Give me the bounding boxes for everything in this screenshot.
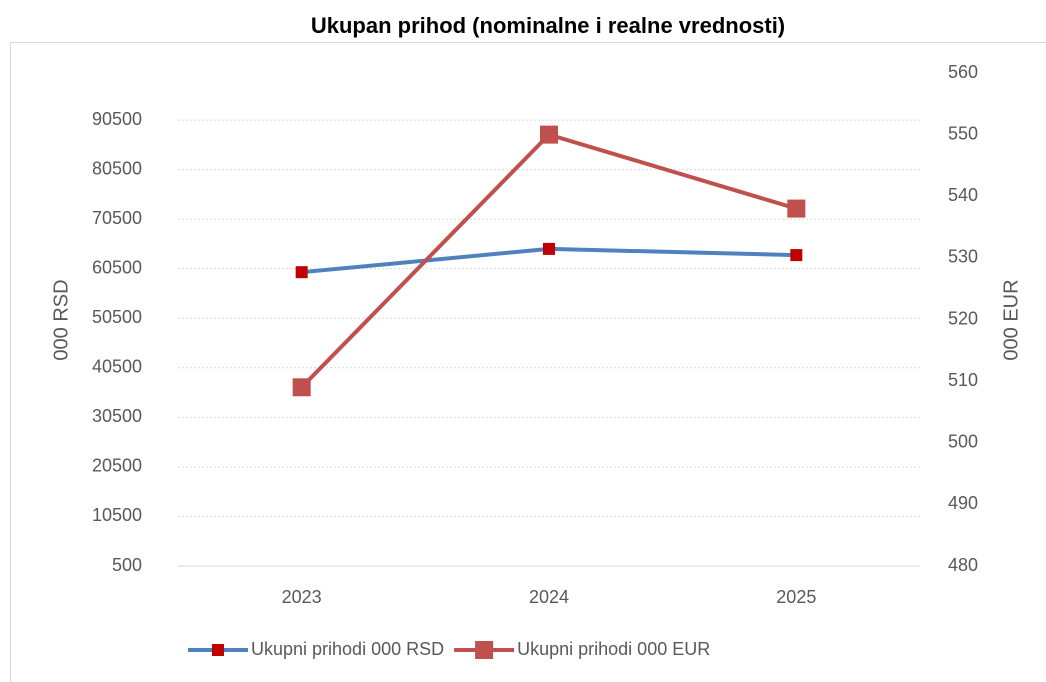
y-tick-label: 500 [112,555,142,575]
y-tick-label: 70500 [92,208,142,228]
y2-tick-label: 540 [948,185,978,205]
series-line [300,132,797,389]
y-axis-title: 000 RSD [50,279,72,360]
y2-tick-label: 550 [948,123,978,143]
y-tick-label: 30500 [92,406,142,426]
x-tick-label: 2024 [529,587,569,607]
y2-axis-title: 000 EUR [1000,279,1022,360]
chart-title: Ukupan prihod (nominalne i realne vredno… [311,13,785,38]
marker [295,266,308,279]
marker [790,249,803,262]
y2-tick-label: 510 [948,370,978,390]
x-tick-label: 2023 [282,587,322,607]
legend-marker [212,644,224,656]
y2-tick-label: 480 [948,555,978,575]
legend-marker [475,641,494,659]
marker [787,199,806,218]
x-tick-label: 2025 [776,587,816,607]
marker [543,242,555,255]
y-tick-label: 50500 [92,307,142,327]
y2-tick-label: 500 [948,432,978,452]
legend-label: Ukupni prihodi 000 RSD [251,639,444,659]
y2-tick-label: 560 [948,62,978,82]
marker [292,378,311,397]
y-tick-label: 10500 [92,505,142,525]
y-tick-label: 40500 [92,357,142,377]
y2-tick-label: 520 [948,308,978,328]
y2-tick-label: 490 [948,493,978,513]
marker [540,125,558,144]
chart-border [10,42,1046,682]
y-tick-label: 90500 [92,109,142,129]
y-tick-label: 20500 [92,456,142,476]
y-tick-label: 60500 [92,257,142,277]
y-tick-label: 80500 [92,158,142,178]
legend-label: Ukupni prihodi 000 EUR [517,639,710,659]
y2-tick-label: 530 [948,247,978,267]
